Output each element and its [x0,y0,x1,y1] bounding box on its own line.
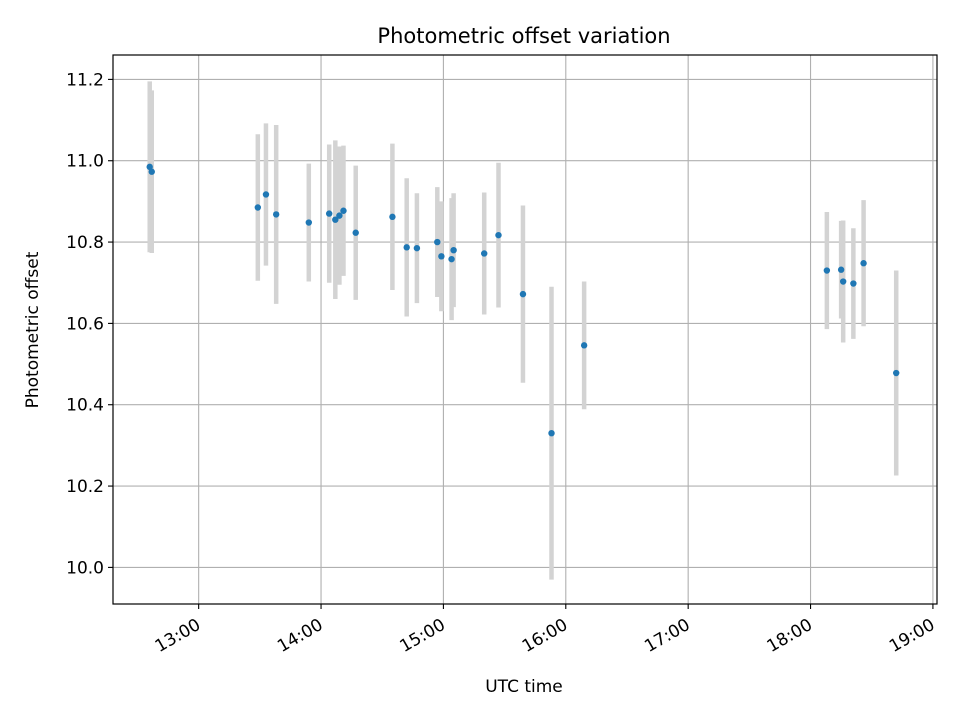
y-tick-label: 11.0 [66,152,104,172]
y-tick-label: 10.4 [66,396,104,416]
chart-title: Photometric offset variation [377,24,670,48]
x-tick-label: 19:00 [886,615,938,657]
data-point [893,369,900,377]
data-point [413,244,421,252]
data-point [837,266,845,273]
data-point [434,238,441,246]
x-axis: 13:00 14:00 15:00 16:00 17:00 18:00 19:00 [152,604,938,657]
data-point [839,278,847,285]
data-point [305,219,313,226]
data-point [262,191,270,198]
x-tick-label: 13:00 [152,615,204,657]
y-tick-label: 10.2 [66,477,104,497]
data-point [146,163,153,171]
y-tick-label: 10.6 [66,314,104,334]
data-point [450,247,457,254]
y-tick-label: 10.0 [66,558,104,578]
data-point [336,212,343,219]
point-layer [146,163,900,437]
errorbar-layer [147,81,899,580]
data-point [389,213,396,221]
data-point [448,255,455,263]
data-point [148,168,155,175]
data-point [548,430,555,437]
data-point [823,267,831,274]
data-point [340,207,347,214]
data-point [332,216,339,223]
x-tick-label: 15:00 [396,615,448,657]
y-tick-label: 10.8 [66,233,104,253]
data-point [403,244,410,251]
x-tick-label: 18:00 [764,615,816,657]
data-point [438,253,445,260]
y-axis: 10.0 10.2 10.4 10.6 10.8 11.0 11.2 [66,70,113,578]
x-tick-label: 14:00 [274,615,326,657]
data-point [860,260,867,267]
plot-frame [112,54,938,605]
data-point [254,204,262,211]
data-point [495,231,502,239]
data-point [850,280,857,287]
y-tick-label: 11.2 [66,70,104,90]
grid-layer [113,55,937,604]
y-axis-label: Photometric offset [23,251,43,408]
x-axis-label: UTC time [485,677,563,697]
data-point [272,211,280,218]
data-point [580,342,588,349]
x-tick-label: 17:00 [641,615,693,657]
data-point [519,290,527,298]
data-point [481,250,488,257]
data-point [325,210,333,217]
data-point [352,229,359,236]
x-tick-label: 16:00 [519,615,571,657]
